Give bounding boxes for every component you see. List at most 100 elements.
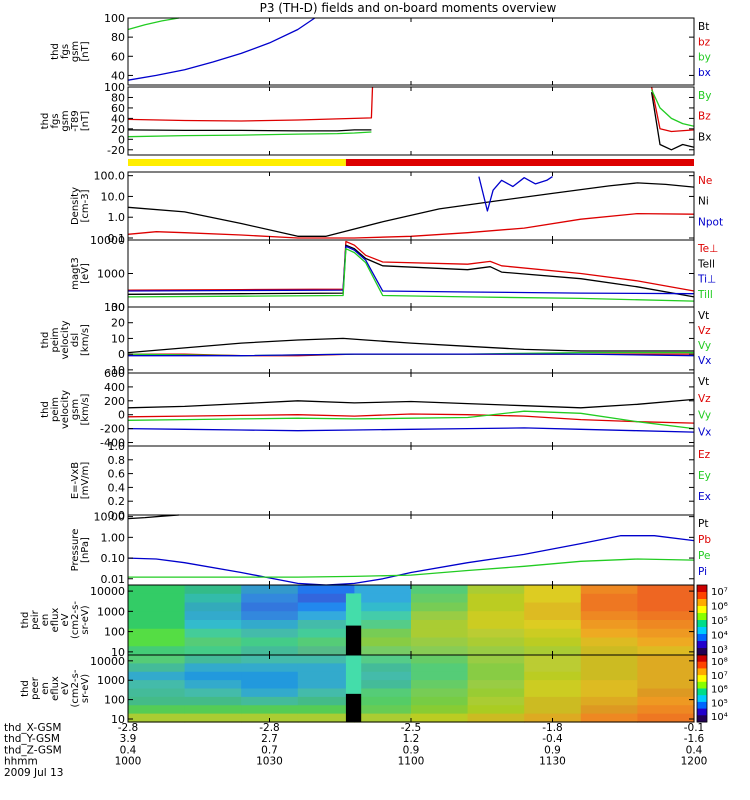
y-tick-label: 80	[111, 91, 125, 104]
heatmap-cell	[297, 593, 355, 604]
legend-entry: Bz	[698, 111, 711, 123]
y-axis-label-line: gsm	[70, 399, 81, 420]
colorbar-cell	[697, 675, 707, 683]
series-line-te⊥	[127, 240, 695, 292]
heatmap-cell	[580, 671, 638, 681]
colorbar-cell	[697, 655, 707, 663]
y-axis-label-line: thd	[20, 612, 31, 629]
heatmap-cell	[354, 655, 412, 664]
heatmap-cell	[411, 628, 469, 639]
heatmap-cell	[184, 628, 242, 639]
heatmap-cell	[411, 663, 469, 673]
heatmap-cell	[184, 655, 242, 664]
colorbar-cell	[697, 585, 707, 593]
heatmap-cell	[580, 585, 638, 595]
legend-entry: Ez	[698, 449, 711, 461]
y-axis-label-line: Pressure	[70, 529, 81, 572]
heatmap-cell	[467, 637, 525, 647]
y-axis-label-line: gsm	[70, 41, 81, 62]
y-axis-label: thd peim velocity gsm [km/s]	[40, 390, 91, 429]
y-axis-label-line: en	[40, 682, 51, 695]
heatmap-cell	[524, 593, 582, 604]
x-axis-row-value: 0.4	[686, 744, 703, 756]
colorbar-cell	[697, 661, 707, 669]
x-axis-row-value: 1000	[115, 756, 142, 768]
heatmap-cell	[297, 646, 355, 656]
heatmap-cell	[524, 628, 582, 639]
y-axis-label-line: thd	[20, 680, 31, 697]
panel-8: 10.00 1.00 0.10 0.01 Pressure [nPa] Pt Pb Pe Pi	[70, 511, 711, 586]
colorbar-cell	[697, 634, 707, 642]
heatmap-cell	[580, 646, 638, 656]
y-axis-label-line: (cm2-s-	[70, 669, 81, 707]
y-tick-label: 20	[111, 123, 125, 136]
x-axis-row-value: -0.4	[542, 733, 563, 745]
heatmap-cell	[467, 646, 525, 656]
y-tick-label: 30	[111, 301, 125, 314]
series-line-pt	[127, 514, 179, 520]
heatmap-cell	[241, 671, 299, 681]
series-line-pi	[127, 535, 695, 586]
y-axis-label-line: en	[40, 614, 51, 627]
heatmap-cell	[580, 620, 638, 630]
heatmap-cell	[128, 655, 186, 664]
y-tick-label: 10	[111, 713, 125, 726]
y-tick-label: 0.4	[108, 481, 126, 494]
legend-entry: Till	[697, 289, 713, 301]
heatmap-cell	[524, 646, 582, 656]
y-axis-label-line: velocity	[60, 390, 71, 429]
legend-entry: Vx	[698, 355, 711, 367]
y-axis-label-line: sr-eV)	[80, 605, 91, 634]
series-line-npot	[478, 176, 553, 212]
heatmap-cell	[524, 680, 582, 690]
colorbar-tick-label: 10⁷	[711, 671, 728, 682]
heatmap-cell	[637, 680, 695, 690]
colorbar-tick-label: 10⁷	[711, 587, 728, 598]
heatmap-cell	[411, 637, 469, 647]
legend-entry: Ti⊥	[697, 274, 716, 286]
y-tick-label: 60	[111, 50, 125, 63]
heatmap-cell	[411, 585, 469, 595]
x-axis-row-value: 2.7	[261, 733, 278, 745]
heatmap-cell	[637, 688, 695, 698]
y-tick-label: -20	[107, 144, 125, 157]
y-axis-label-line: E=-VxB	[70, 462, 81, 499]
y-axis-label: magt3 [eV]	[70, 257, 91, 290]
series-line-ti⊥	[127, 245, 695, 295]
legend-entry: Vt	[698, 310, 709, 322]
colorbar-tick-label: 10⁴	[711, 712, 728, 723]
y-tick-label: 10000	[90, 655, 125, 668]
heatmap-cell	[411, 655, 469, 664]
heatmap-cell	[128, 713, 186, 723]
heatmap-cell	[580, 655, 638, 664]
heatmap-cell	[184, 585, 242, 595]
heatmap-cell	[354, 602, 412, 612]
y-axis-label: thd fgs gsm -T89 [nT]	[40, 110, 91, 132]
legend-entry: Vz	[698, 393, 711, 405]
y-tick-label: -400	[100, 437, 125, 450]
heatmap-cell	[411, 620, 469, 630]
x-axis-row-value: -2.5	[401, 722, 422, 734]
heatmap-cell	[637, 713, 695, 723]
heatmap-cell	[637, 637, 695, 647]
y-tick-label: 100	[104, 626, 125, 639]
panel-3: 100.0 10.0 1.0 0.1 Density [cm-3] Ne Ni Npot	[70, 170, 723, 245]
legend-entry: Vy	[698, 340, 711, 352]
y-axis-label-line: (cm2-s-	[70, 601, 81, 639]
heatmap-cell	[467, 696, 525, 706]
heatmap-cell	[297, 688, 355, 698]
heatmap-cell	[297, 705, 355, 715]
colorbar-tick-label: 10³	[711, 645, 728, 656]
heatmap-cell	[354, 628, 412, 639]
y-tick-label: 10000	[90, 234, 125, 247]
heatmap-cell	[411, 696, 469, 706]
y-axis-label-line: dsl	[70, 333, 81, 347]
y-tick-label: 600	[104, 367, 125, 380]
heatmap-cell	[467, 663, 525, 673]
y-tick-label: 1.0	[108, 211, 126, 224]
heatmap-cell	[637, 655, 695, 664]
colorbar-frame	[696, 654, 708, 723]
colorbar-cell	[697, 606, 707, 614]
y-axis-label-line: thd	[50, 43, 61, 60]
